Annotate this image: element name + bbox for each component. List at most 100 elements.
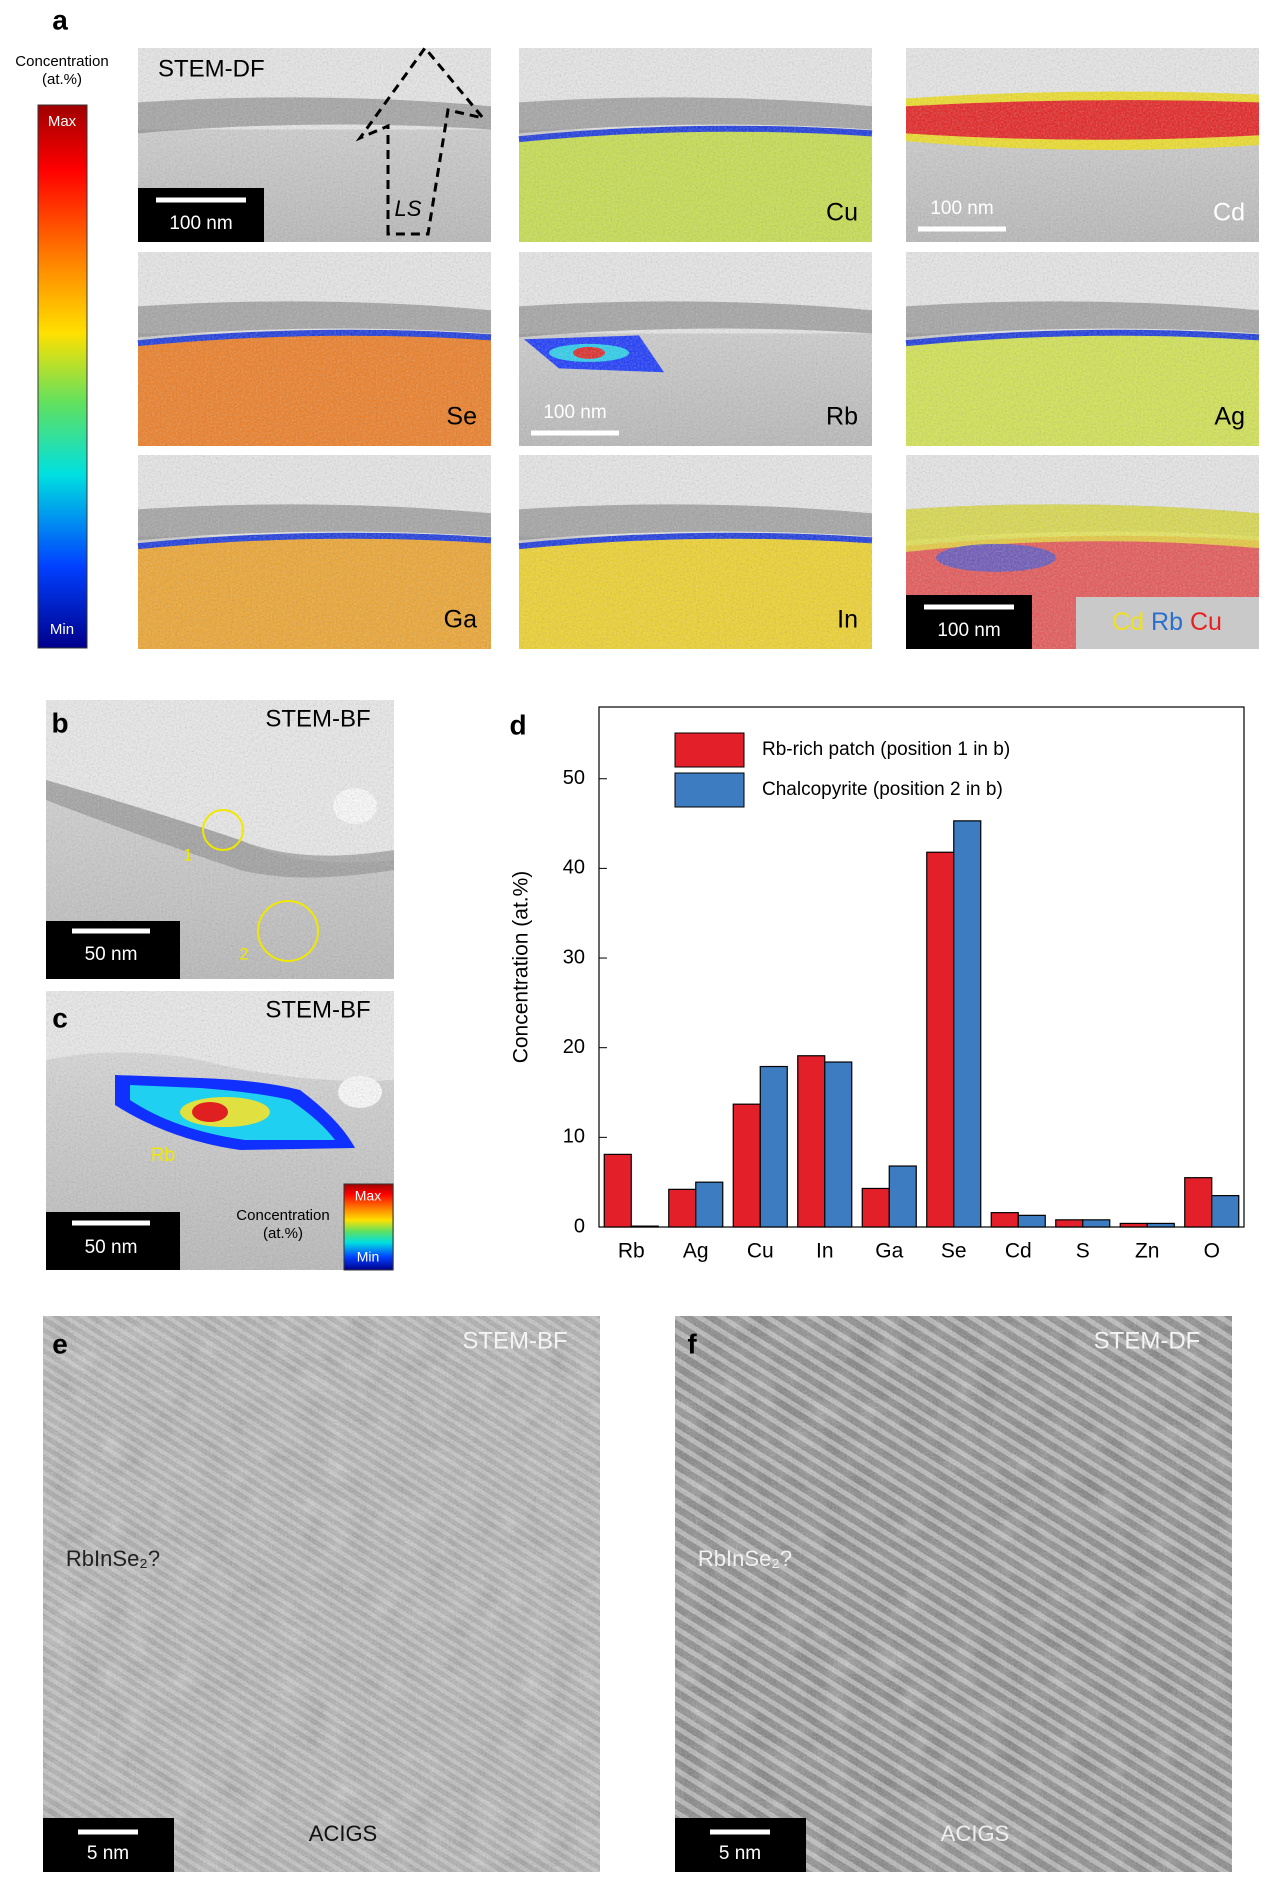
scale-bar-label: 100 nm [169,213,232,234]
scale-bar-label: 50 nm [85,1237,138,1258]
rb-map [192,1102,228,1122]
bar [953,820,982,1228]
bar [630,1225,659,1228]
x-tick-label: Cu [747,1240,774,1263]
y-tick-label: 40 [563,857,585,879]
bar [1017,1214,1046,1228]
x-tick-label: Cd [1005,1240,1032,1263]
arrow [355,45,487,236]
position-label: 1 [183,845,192,864]
texture [906,252,1259,446]
position-circle [202,809,244,851]
image-label: STEM-DF [158,55,265,82]
bar [1184,1177,1213,1228]
y-tick-label: 20 [563,1036,585,1058]
scale-bar-box [43,1818,174,1872]
panel-letter: b [51,707,68,738]
bar [759,1065,788,1228]
bar [926,851,955,1228]
bar [888,1165,917,1228]
element-label: Cu [826,199,858,227]
region-label: ACIGS [309,1821,377,1846]
x-tick-label: Ag [683,1240,709,1263]
element-label: Ag [1214,403,1245,431]
colorbar-max: Max [355,1188,381,1204]
image-label: STEM-BF [265,996,370,1023]
position-label: 2 [239,944,248,963]
x-tick-label: Ga [875,1240,903,1263]
texture [519,252,872,446]
bar [1146,1222,1175,1228]
texture [43,1316,600,1872]
scale-bar-box [138,188,264,242]
panel-b: 1 2 STEM-BF 50 nm b [46,700,394,979]
colorbar [37,104,88,649]
legend-swatch [674,772,745,808]
panel-letter: f [687,1328,697,1359]
legend-entry: Cd [1112,608,1144,636]
panel-letter: a [52,4,68,35]
colorbar [343,1183,394,1271]
texture [675,1316,1232,1872]
x-tick-label: Se [941,1240,967,1263]
bar [732,1103,761,1228]
x-tick-label: S [1076,1240,1090,1263]
scale-bar-label: 100 nm [937,620,1000,641]
panel-letter: c [52,1002,68,1033]
texture [519,48,872,242]
element-label: Ga [444,606,477,634]
colorbar-label: (at.%) [42,71,82,88]
bar [990,1212,1019,1228]
scale-bar-label: 5 nm [719,1843,761,1864]
bar [861,1187,890,1228]
hrstem-images: STEM-BF RbInSe₂? 5 nm ACIGS e STEM-DF RbInSe₂?… [43,1316,1232,1872]
panel-c: Rb STEM-BF Concentration (at.%) Max Min … [46,991,394,1271]
y-tick-label: 30 [563,946,585,968]
scale-bar-label: 100 nm [543,402,606,423]
element-label: Rb [826,403,858,431]
legend-entry: Rb [1151,608,1183,636]
bar [1119,1222,1148,1228]
legend-swatch [674,732,745,768]
y-tick-label: 50 [563,767,585,789]
element-label: In [837,606,858,634]
bar [1211,1195,1240,1228]
element-label: Cd [1213,199,1245,227]
bar-chart: 0 10 20 30 40 50 Concentration (at.%) Rb Ag Cu In G… [510,706,1245,1263]
legend-entry: Cu [1190,608,1222,636]
colorbar-label: (at.%) [263,1225,303,1242]
texture [138,455,491,649]
panel-letter: d [509,709,526,740]
element-maps: LS STEM-DF 100 nm Cu Cd 100 nm Se Rb 100 nm Ag Ga I… [137,45,1260,649]
texture [519,455,872,649]
phase-label: RbInSe₂? [698,1546,792,1571]
image-label: STEM-BF [265,705,370,732]
scale-bar-box [675,1818,806,1872]
legend-label: Chalcopyrite (position 2 in b) [762,779,1003,800]
image-label: STEM-BF [462,1327,567,1354]
colorbar-label: Concentration [15,53,108,70]
bar [1082,1219,1111,1228]
scale-bar-label: 5 nm [87,1843,129,1864]
legend-label: Rb-rich patch (position 1 in b) [762,739,1010,760]
colorbar-max: Max [48,113,77,130]
x-tick-label: In [816,1240,834,1263]
scale-bar-label: 50 nm [85,944,138,965]
bar [1055,1219,1084,1228]
panel-letter: e [52,1328,68,1359]
y-tick-label: 0 [574,1215,585,1237]
overlay-legend: Cd Rb Cu [1112,608,1222,636]
image-label: STEM-DF [1094,1327,1201,1354]
texture [906,48,1259,242]
scale-bar-label: 100 nm [930,198,993,219]
bar [695,1181,724,1228]
x-tick-label: O [1204,1240,1220,1263]
plot-frame [598,706,1245,1228]
scale-bar-box [906,595,1032,649]
position-circle [257,900,319,962]
colorbar-min: Min [50,621,74,638]
x-tick-label: Zn [1135,1240,1160,1263]
element-label: Rb [151,1145,175,1166]
texture [138,252,491,446]
